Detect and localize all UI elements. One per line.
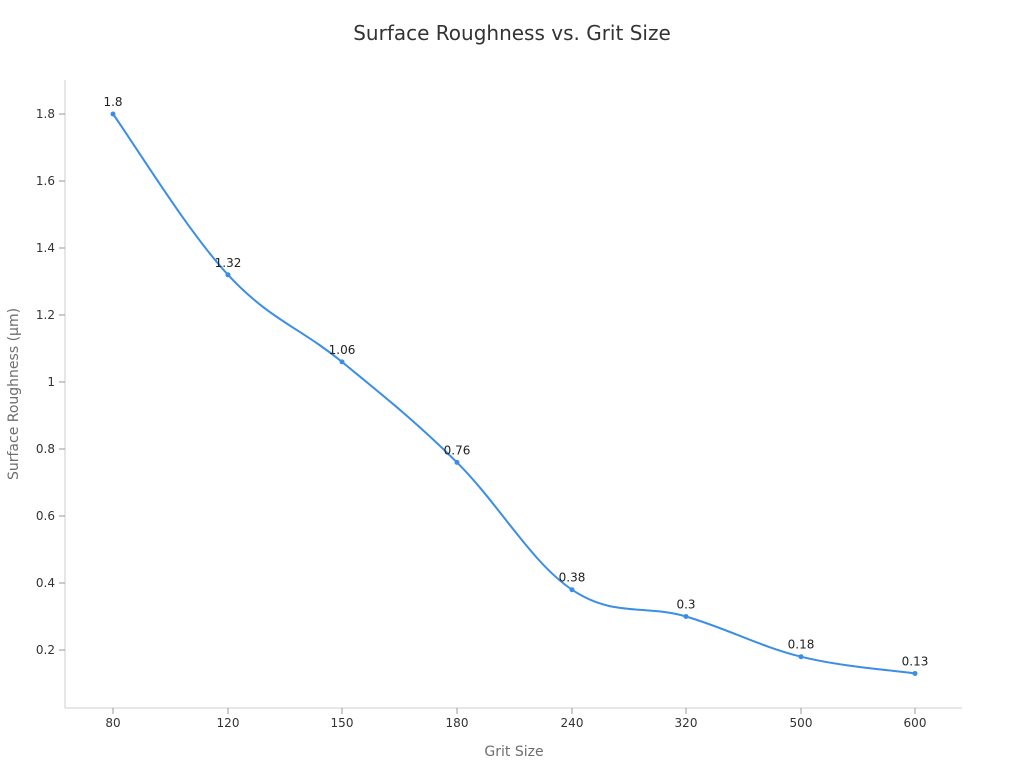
data-point: [454, 459, 460, 465]
x-tick-label: 180: [446, 716, 469, 730]
data-point: [110, 111, 116, 117]
y-tick-label: 0.2: [36, 643, 55, 657]
data-label: 0.38: [559, 571, 586, 585]
data-point: [339, 359, 345, 365]
y-tick-label: 1.8: [36, 107, 55, 121]
plot-area: 0.2 0.4 0.6 0.8 1 1.2 1.4 1.6 1.8 80 120 150 180 240…: [36, 80, 962, 730]
x-axis-title: Grit Size: [484, 744, 543, 760]
y-axis-ticks: 0.2 0.4 0.6 0.8 1 1.2 1.4 1.6 1.8: [36, 107, 65, 657]
x-tick-label: 80: [105, 716, 120, 730]
data-label: 0.13: [902, 654, 929, 668]
series-line: [112, 113, 916, 675]
x-tick-label: 150: [331, 716, 354, 730]
data-label: 0.3: [676, 598, 695, 612]
data-label: 0.76: [444, 443, 471, 457]
x-tick-label: 120: [217, 716, 240, 730]
data-label: 0.18: [788, 638, 815, 652]
data-label: 1.06: [329, 343, 356, 357]
chart-title: Surface Roughness vs. Grit Size: [353, 21, 671, 45]
y-tick-label: 0.6: [36, 509, 55, 523]
y-tick-label: 0.4: [36, 576, 55, 590]
x-tick-label: 320: [675, 716, 698, 730]
data-point: [912, 670, 918, 676]
x-tick-label: 500: [790, 716, 813, 730]
data-point: [569, 587, 575, 593]
x-tick-label: 240: [561, 716, 584, 730]
y-axis-title: Surface Roughness (µm): [6, 308, 22, 480]
data-label: 1.8: [103, 95, 122, 109]
data-point: [798, 654, 804, 660]
x-axis-ticks: 80 120 150 180 240 320 500 600: [105, 708, 926, 730]
data-labels: 1.8 1.32 1.06 0.76 0.38 0.3 0.18 0.13: [103, 95, 928, 668]
data-point: [225, 272, 231, 278]
y-tick-label: 1.2: [36, 308, 55, 322]
y-tick-label: 0.8: [36, 442, 55, 456]
y-tick-label: 1: [47, 375, 55, 389]
data-points: [110, 111, 918, 676]
data-label: 1.32: [215, 256, 242, 270]
data-point: [683, 614, 689, 619]
y-tick-label: 1.4: [36, 241, 55, 255]
y-tick-label: 1.6: [36, 174, 55, 188]
x-tick-label: 600: [904, 716, 927, 730]
